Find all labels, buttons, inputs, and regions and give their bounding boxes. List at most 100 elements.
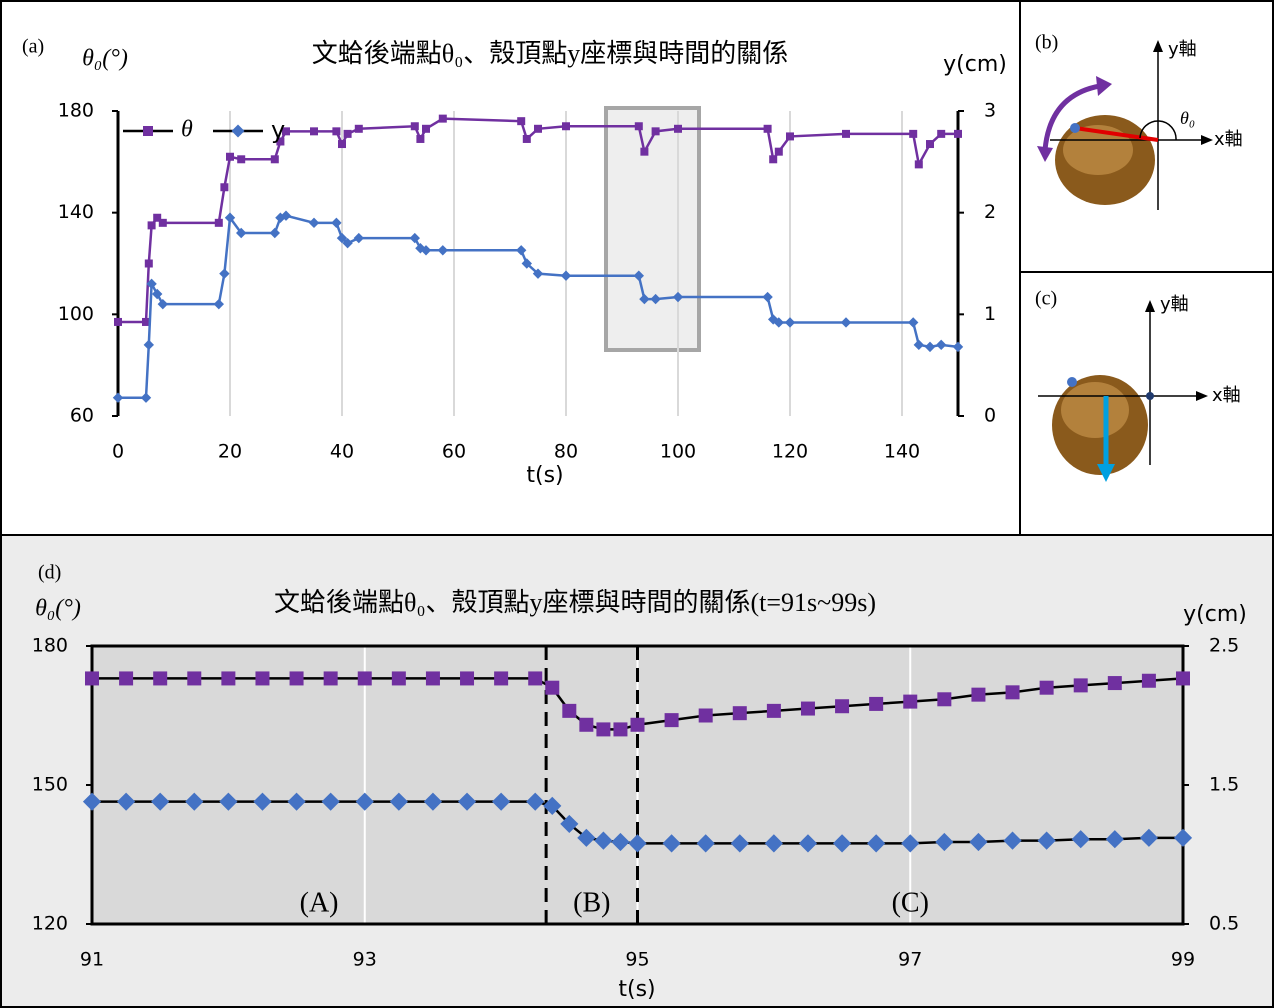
marker <box>937 129 946 138</box>
marker <box>640 147 649 156</box>
marker <box>1005 685 1020 700</box>
marker <box>437 245 448 256</box>
marker <box>423 792 443 811</box>
chart-title: 文蛤後端點θ₀、殼頂點y座標與時間的關係 <box>312 39 789 68</box>
marker <box>143 126 153 136</box>
marker <box>422 124 430 133</box>
marker <box>651 127 660 136</box>
axis-label: y軸 <box>1160 294 1189 315</box>
marker <box>152 288 163 300</box>
x-tick-label: 20 <box>218 441 242 463</box>
marker <box>415 243 426 254</box>
marker <box>596 722 611 737</box>
marker <box>143 339 154 351</box>
panel-label: (b) <box>1035 32 1058 54</box>
marker <box>579 717 594 732</box>
legend-label: y <box>271 116 285 144</box>
x-tick-label: 60 <box>442 441 466 463</box>
marker <box>269 227 280 239</box>
y2-tick-label: 2.5 <box>1209 635 1239 657</box>
chart-title: 文蛤後端點θ₀、殼頂點y座標與時間的關係(t=91s~99s) <box>274 588 876 617</box>
marker <box>664 713 679 728</box>
axis-label: x軸 <box>1212 385 1241 406</box>
x-tick-label: 40 <box>330 441 354 463</box>
marker <box>353 232 364 244</box>
marker <box>954 129 962 138</box>
marker <box>1173 828 1193 847</box>
marker <box>331 217 342 229</box>
marker <box>521 258 532 269</box>
x-tick-label: 91 <box>80 949 104 971</box>
marker <box>764 834 783 853</box>
marker <box>867 834 886 853</box>
marker <box>420 245 432 256</box>
marker <box>119 671 134 686</box>
marker <box>560 270 572 281</box>
point <box>1067 377 1077 387</box>
arrow <box>1201 135 1213 145</box>
region-label: (A) <box>300 887 339 918</box>
panel-c: (c) y軸 x軸 <box>1035 288 1241 482</box>
x-tick-label: 93 <box>353 949 377 971</box>
marker <box>282 127 290 136</box>
marker <box>221 671 236 686</box>
y-tick-label: 150 <box>32 774 68 796</box>
marker <box>613 722 628 737</box>
y-tick-label: 140 <box>58 201 94 223</box>
marker <box>516 245 527 256</box>
marker <box>730 834 749 853</box>
arrow <box>1097 464 1115 482</box>
x-axis-label: t(s) <box>526 463 563 488</box>
marker <box>1176 671 1190 686</box>
marker <box>628 834 647 853</box>
arrow <box>1153 40 1163 52</box>
marker <box>611 832 630 852</box>
region-label: (C) <box>892 887 929 918</box>
marker <box>630 717 645 732</box>
marker <box>909 129 918 138</box>
marker <box>158 218 167 227</box>
x-tick-label: 99 <box>1171 949 1195 971</box>
marker <box>270 155 279 164</box>
marker <box>1107 676 1122 691</box>
arrow <box>1196 391 1208 401</box>
y2-tick-label: 3 <box>984 100 996 122</box>
marker <box>639 293 650 305</box>
marker <box>146 278 157 290</box>
marker <box>357 671 372 686</box>
marker <box>936 339 947 351</box>
marker <box>287 792 306 811</box>
marker <box>732 706 747 721</box>
marker <box>323 671 338 686</box>
marker <box>1105 830 1124 849</box>
panel-label: (a) <box>22 36 44 58</box>
arrow <box>1145 300 1155 312</box>
marker <box>151 792 170 811</box>
marker <box>1071 830 1090 849</box>
panel-label: (d) <box>38 562 61 584</box>
marker <box>562 122 570 131</box>
shell-highlight <box>1063 125 1133 175</box>
angle-label: θ₀ <box>1180 108 1195 128</box>
panel-label: (c) <box>1035 288 1057 310</box>
marker <box>332 127 341 136</box>
marker <box>696 834 715 853</box>
marker <box>147 221 156 230</box>
marker <box>1139 828 1159 847</box>
marker <box>85 671 99 686</box>
marker <box>280 210 292 221</box>
y-tick-label: 120 <box>32 913 68 935</box>
y-axis-label: θ₀(°) <box>35 596 81 622</box>
y-tick-label: 60 <box>70 405 94 427</box>
y2-axis-label: y(cm) <box>1183 602 1247 627</box>
region-label: (B) <box>573 887 610 918</box>
marker <box>409 232 420 244</box>
marker <box>935 832 954 852</box>
marker <box>784 317 796 328</box>
x-tick-label: 100 <box>660 441 696 463</box>
x-tick-label: 140 <box>884 441 920 463</box>
marker <box>425 671 440 686</box>
marker <box>534 124 542 133</box>
marker <box>522 134 531 143</box>
marker <box>144 259 153 268</box>
